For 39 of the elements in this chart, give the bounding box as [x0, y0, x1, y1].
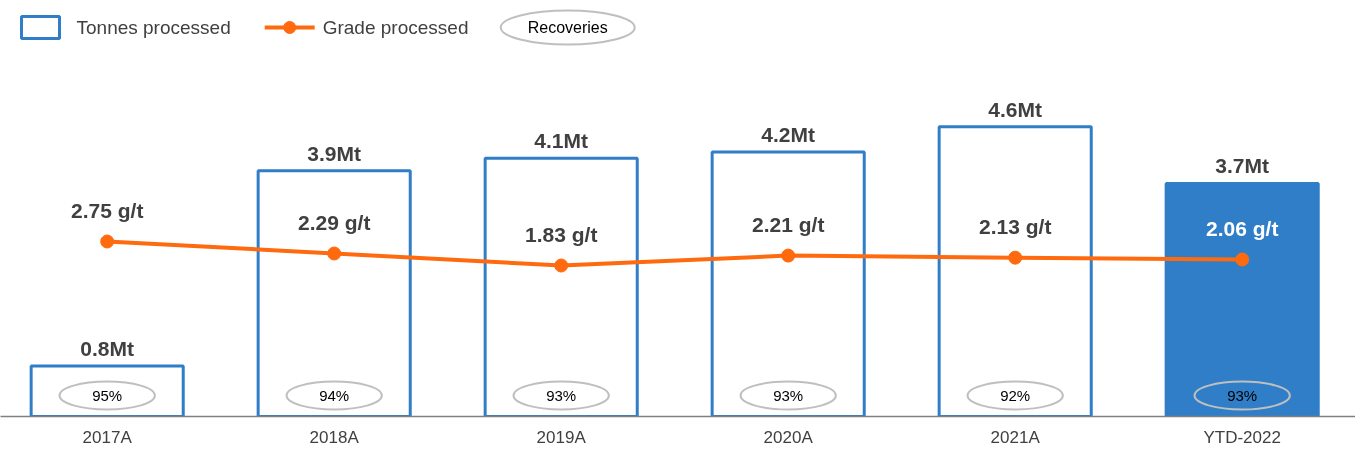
data-label: 2.13 g/t — [979, 214, 1052, 238]
bar — [29, 364, 185, 417]
legend-label: Tonnes processed — [76, 17, 231, 38]
data-label: 2.29 g/t — [298, 210, 371, 234]
annotation: 93% — [773, 387, 804, 404]
point — [781, 248, 796, 263]
annotation: 94% — [319, 387, 350, 404]
bar — [937, 125, 1093, 417]
data-label: 4.2Mt — [761, 122, 816, 146]
data-label: 1.83 g/t — [525, 222, 598, 246]
legend-label: Grade processed — [322, 17, 469, 38]
x-tick-label: 2020A — [763, 427, 814, 447]
annotation: 95% — [92, 387, 123, 404]
point — [554, 258, 569, 273]
data-label: 4.6Mt — [988, 97, 1043, 121]
point — [100, 234, 115, 249]
x-tick-label: YTD-2022 — [1203, 427, 1281, 447]
data-label: 2.21 g/t — [752, 212, 825, 236]
bar — [256, 169, 412, 417]
annotation: 92% — [1000, 387, 1031, 404]
annotation: 93% — [1227, 387, 1258, 404]
point — [1235, 252, 1250, 267]
point — [327, 246, 342, 261]
data-label: 0.8Mt — [80, 337, 135, 361]
point — [1008, 250, 1023, 265]
x-tick-label: 2021A — [990, 427, 1041, 447]
x-tick-label: 2019A — [536, 427, 587, 447]
data-label: 4.1Mt — [534, 129, 589, 153]
bar — [710, 150, 866, 417]
bar — [483, 156, 639, 417]
data-label: 3.9Mt — [307, 141, 362, 165]
bar — [1164, 181, 1320, 417]
data-label: 3.7Mt — [1215, 154, 1270, 178]
x-tick-label: 2018A — [309, 427, 360, 447]
x-tick-label: 2017A — [82, 427, 133, 447]
text: Recoveries — [527, 19, 608, 36]
data-label: 2.75 g/t — [71, 198, 144, 222]
data-label: 2.06 g/t — [1206, 216, 1279, 240]
annotation: 93% — [546, 387, 577, 404]
